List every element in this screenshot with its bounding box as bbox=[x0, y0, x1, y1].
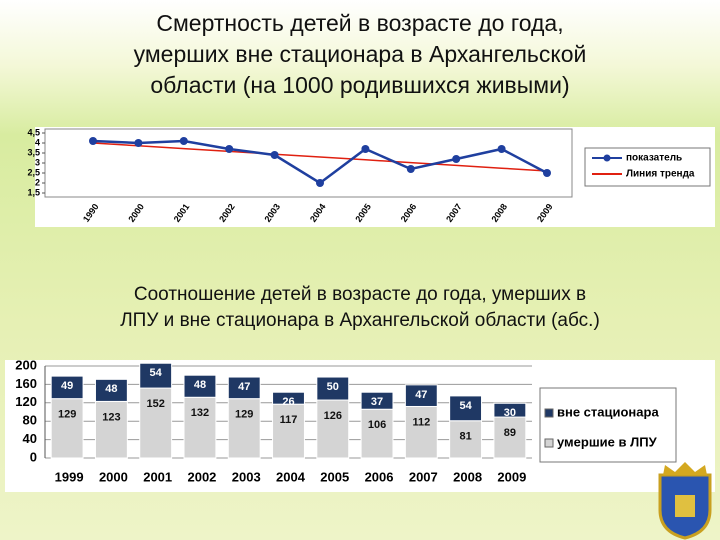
bar-segment bbox=[183, 396, 217, 459]
value-label: 54 bbox=[459, 400, 472, 412]
point bbox=[543, 169, 551, 177]
legend-label: вне стационара bbox=[557, 404, 659, 419]
value-label: 89 bbox=[504, 427, 516, 439]
y-tick-label: 3,5 bbox=[27, 147, 40, 157]
bar-segment bbox=[360, 391, 394, 410]
value-label: 47 bbox=[415, 389, 427, 401]
point bbox=[452, 155, 461, 163]
bar-segment bbox=[227, 398, 261, 459]
point bbox=[134, 139, 143, 147]
value-label: 30 bbox=[504, 407, 516, 419]
bar-segment bbox=[449, 395, 483, 422]
value-label: 47 bbox=[238, 381, 250, 393]
point bbox=[270, 151, 279, 159]
y-tick-label: 120 bbox=[15, 394, 37, 409]
y-tick-label: 2 bbox=[35, 177, 40, 187]
value-label: 50 bbox=[327, 381, 339, 393]
y-tick-label: 3 bbox=[35, 157, 40, 167]
x-tick-label: 2001 bbox=[143, 469, 172, 484]
legend-box bbox=[539, 387, 677, 463]
point bbox=[89, 137, 97, 145]
value-label: 48 bbox=[105, 383, 117, 395]
point bbox=[406, 165, 415, 173]
value-label: 49 bbox=[61, 380, 73, 392]
bar-segment bbox=[493, 416, 527, 459]
point bbox=[497, 145, 506, 153]
legend-swatch bbox=[544, 438, 554, 448]
value-label: 117 bbox=[280, 414, 298, 426]
y-tick-label: 0 bbox=[30, 449, 37, 464]
value-label: 129 bbox=[235, 409, 253, 421]
bar-segment bbox=[404, 405, 438, 459]
x-tick-label: 2006 bbox=[365, 469, 394, 484]
bar-segment bbox=[360, 408, 394, 459]
value-label: 37 bbox=[371, 396, 383, 408]
legend-marker bbox=[603, 154, 611, 162]
legend-label: умершие в ЛПУ bbox=[557, 434, 658, 449]
bar-segment bbox=[316, 399, 350, 459]
chart2-title: Соотношение детей в возрасте до года, ум… bbox=[120, 284, 600, 331]
point bbox=[361, 145, 370, 153]
x-tick-label: 2004 bbox=[276, 469, 306, 484]
legend-box bbox=[584, 147, 711, 187]
value-label: 106 bbox=[368, 419, 386, 431]
value-label: 81 bbox=[459, 431, 471, 443]
bar-segment bbox=[183, 374, 217, 398]
bar-segment bbox=[493, 402, 527, 418]
value-label: 152 bbox=[147, 398, 165, 410]
bar-segment bbox=[227, 376, 261, 400]
y-tick-label: 200 bbox=[15, 357, 37, 372]
y-tick-label: 2,5 bbox=[27, 167, 40, 177]
bar-segment bbox=[316, 376, 350, 401]
value-label: 129 bbox=[58, 409, 76, 421]
bar-segment bbox=[94, 400, 128, 459]
legend-label: Линия тренда bbox=[626, 169, 695, 180]
bar-segment bbox=[272, 391, 305, 405]
y-tick-label: 4,5 bbox=[27, 127, 40, 137]
bar-segment bbox=[272, 403, 305, 459]
x-tick-label: 2009 bbox=[497, 469, 526, 484]
x-tick-label: 2002 bbox=[187, 469, 216, 484]
value-label: 54 bbox=[150, 367, 163, 379]
bar-segment bbox=[50, 398, 84, 459]
y-tick-label: 40 bbox=[23, 431, 37, 446]
value-label: 48 bbox=[194, 379, 206, 391]
point bbox=[225, 145, 234, 153]
bar-segment bbox=[50, 375, 84, 400]
legend-swatch bbox=[544, 408, 554, 418]
value-label: 126 bbox=[324, 410, 342, 422]
value-label: 26 bbox=[282, 396, 294, 408]
legend-label: показатель bbox=[626, 153, 682, 164]
bar-segment bbox=[94, 378, 128, 402]
point bbox=[316, 179, 324, 187]
y-tick-label: 4 bbox=[35, 137, 40, 147]
x-tick-label: 2005 bbox=[320, 469, 349, 484]
x-tick-label: 1999 bbox=[55, 469, 84, 484]
y-tick-label: 80 bbox=[23, 413, 37, 428]
bar-segment bbox=[449, 420, 483, 459]
bar-segment bbox=[139, 362, 173, 389]
x-tick-label: 2003 bbox=[232, 469, 261, 484]
x-tick-label: 2007 bbox=[409, 469, 438, 484]
x-tick-label: 2008 bbox=[453, 469, 482, 484]
point bbox=[179, 137, 188, 145]
value-label: 112 bbox=[412, 416, 430, 428]
chart1-title: Смертность детей в возрасте до года, уме… bbox=[133, 10, 587, 98]
y-tick-label: 1,5 bbox=[27, 187, 40, 197]
y-tick-label: 160 bbox=[15, 376, 37, 391]
value-label: 123 bbox=[102, 411, 120, 423]
value-label: 132 bbox=[191, 407, 209, 419]
series-line bbox=[92, 142, 548, 172]
x-tick-label: 2000 bbox=[99, 469, 128, 484]
bar-segment bbox=[404, 384, 438, 407]
coat-of-arms bbox=[658, 462, 712, 540]
